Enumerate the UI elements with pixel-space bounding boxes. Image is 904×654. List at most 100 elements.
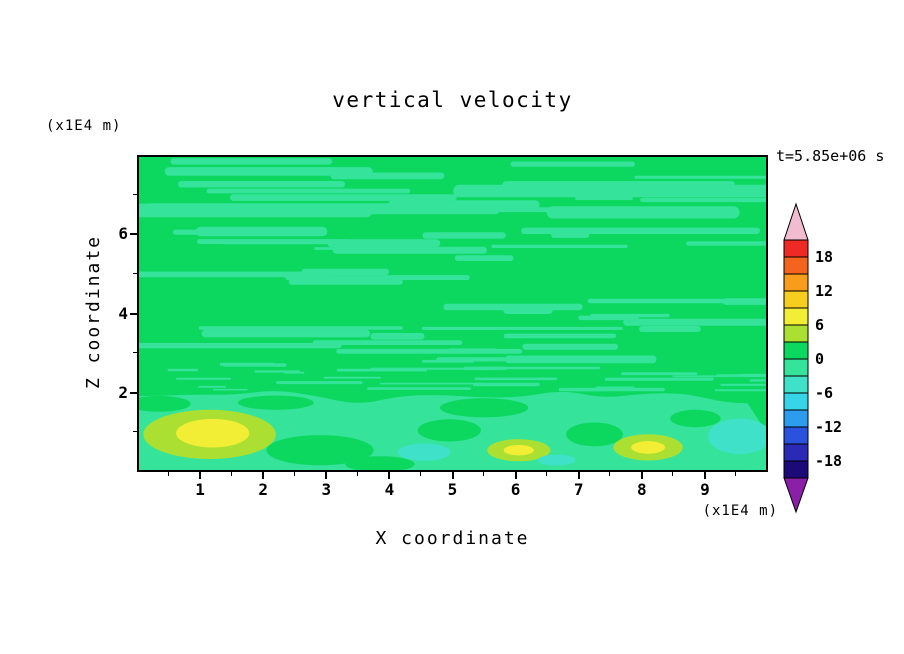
colorbar-tick-label: -12	[815, 418, 843, 436]
field-streak	[314, 247, 482, 250]
field-streak	[195, 226, 328, 237]
field-streak	[422, 232, 506, 239]
x-tick-label: 5	[447, 480, 458, 499]
field-streak	[590, 313, 670, 318]
field-streak	[254, 370, 300, 373]
colorbar-band	[783, 307, 809, 326]
field-streak	[522, 343, 619, 350]
field-streak	[510, 161, 635, 167]
field-streak	[639, 326, 701, 332]
field-streak	[443, 303, 583, 311]
field-streak	[551, 232, 590, 238]
field-streak	[206, 188, 411, 194]
field-streak	[312, 340, 463, 345]
chart-title: vertical velocity	[332, 88, 573, 112]
field-streak	[634, 175, 768, 179]
x-minor-tick-mark	[356, 472, 358, 476]
colorbar-band	[783, 290, 809, 309]
x-tick-label: 8	[636, 480, 647, 499]
x-minor-tick-mark	[546, 472, 548, 476]
field-streak	[367, 387, 471, 390]
colorbar-arrow-top	[783, 202, 809, 241]
field-streak	[739, 373, 768, 377]
field-streak	[276, 381, 363, 385]
field-feature	[708, 418, 768, 455]
field-feature	[670, 409, 721, 428]
x-tick-label: 2	[258, 480, 268, 499]
field-streak	[623, 318, 768, 326]
field-streak	[170, 158, 333, 165]
x-tick-mark	[451, 472, 454, 479]
field-feature	[176, 418, 250, 448]
field-streak	[447, 348, 498, 354]
field-streak	[491, 244, 628, 248]
colorbar-band	[783, 375, 809, 394]
colorbar-tick-label: -6	[815, 384, 834, 402]
x-tick-mark	[325, 472, 328, 479]
field-streak	[686, 241, 768, 246]
field-streak	[178, 181, 345, 188]
z-axis-unit-label: (x1E4 m)	[46, 118, 122, 134]
field-streak	[489, 366, 601, 370]
z-tick-label: 2	[118, 382, 128, 402]
field-feature	[537, 454, 576, 466]
colorbar-band	[783, 460, 809, 479]
x-tick-label: 9	[700, 480, 710, 499]
field-streak	[370, 333, 425, 340]
x-axis-unit-label: (x1E4 m)	[702, 503, 778, 519]
field-streak	[454, 255, 514, 261]
field-feature	[137, 395, 191, 412]
z-minor-tick-mark	[133, 193, 137, 195]
field-streak	[640, 197, 768, 203]
colorbar-band	[783, 392, 809, 411]
x-tick-mark	[199, 472, 202, 479]
field-streak	[212, 388, 248, 391]
z-tick-mark	[130, 233, 137, 236]
plot-frame-border	[137, 155, 768, 472]
z-tick-mark	[130, 391, 137, 394]
colorbar-tick-label: 12	[815, 282, 834, 300]
field-streak	[222, 239, 340, 245]
field-streak	[137, 271, 331, 278]
field-streak	[604, 377, 714, 381]
field-feature	[397, 443, 451, 461]
field-streak	[336, 368, 428, 372]
field-feature	[266, 435, 374, 466]
x-tick-mark	[262, 472, 265, 479]
x-tick-label: 4	[384, 480, 395, 499]
z-tick-label: 4	[118, 303, 128, 323]
colorbar-tick-label: 6	[815, 316, 825, 334]
colorbar-band	[783, 239, 809, 258]
x-tick-label: 3	[321, 480, 332, 499]
field-streak	[137, 343, 342, 349]
colorbar-tick-label: -18	[815, 452, 843, 470]
colorbar	[783, 202, 809, 514]
field-feature	[237, 395, 314, 410]
field-streak	[453, 184, 768, 198]
contour-field	[137, 155, 768, 472]
field-feature	[439, 398, 529, 418]
field-streak	[421, 326, 623, 330]
field-feature	[503, 445, 534, 456]
field-streak	[327, 239, 441, 248]
field-streak	[201, 329, 371, 338]
colorbar-band	[783, 324, 809, 343]
x-axis-title: X coordinate	[375, 528, 530, 549]
x-minor-tick-mark	[293, 472, 295, 476]
field-feature	[566, 422, 623, 447]
colorbar-band	[783, 341, 809, 360]
field-streak	[422, 359, 474, 363]
z-minor-tick-mark	[133, 272, 137, 274]
x-tick-mark	[577, 472, 580, 479]
field-streak	[749, 379, 768, 382]
field-feature	[631, 441, 666, 454]
field-streak	[198, 326, 403, 330]
field-streak	[219, 362, 275, 366]
field-streak	[621, 372, 698, 376]
field-streak	[137, 203, 373, 218]
field-streak	[503, 333, 617, 339]
field-streak	[323, 376, 381, 379]
x-tick-label: 1	[195, 480, 205, 499]
x-tick-label: 7	[573, 480, 584, 499]
